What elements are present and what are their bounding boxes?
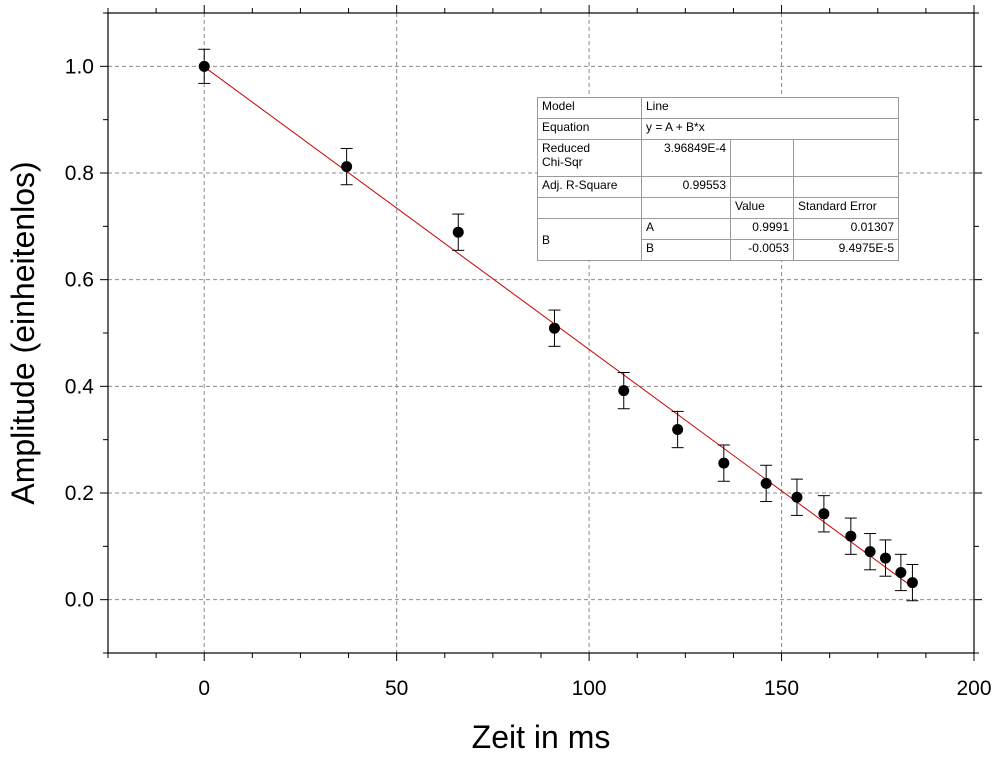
param-b-error: 9.4975E-5: [793, 239, 899, 261]
y-tick-label: 0.8: [65, 162, 94, 185]
equation-label: Equation: [537, 118, 642, 140]
value-header: Value: [730, 197, 794, 219]
y-tick-label: 0.4: [65, 375, 95, 398]
empty-cell: [793, 176, 899, 198]
empty-cell: [793, 139, 899, 177]
data-point: [906, 577, 918, 589]
data-point: [452, 226, 464, 238]
data-point: [198, 60, 210, 72]
group-label: B: [537, 218, 642, 261]
table-row: B -0.0053 9.4975E-5: [538, 239, 899, 261]
y-tick-label: 1.0: [65, 55, 94, 78]
data-point: [760, 477, 772, 489]
table-row: Equation y = A + B*x: [537, 118, 899, 140]
r2-label: Adj. R-Square: [537, 176, 642, 198]
x-axis-title: Zeit in ms: [472, 719, 611, 755]
data-point: [548, 322, 560, 334]
model-value: Line: [641, 97, 899, 119]
model-label: Model: [537, 97, 642, 119]
fit-results-table: Model Line Equation y = A + B*x Reduced C…: [537, 97, 899, 261]
table-row: Adj. R-Square 0.99553: [537, 176, 899, 198]
data-point: [618, 385, 630, 397]
data-point: [845, 530, 857, 542]
y-tick-label: 0.6: [65, 269, 94, 292]
x-tick-label: 50: [385, 677, 408, 700]
axis-ticks: [100, 5, 982, 661]
tick-labels: 0 50 100 150 200 0.0 0.2 0.4 0.6 0.8 1.0: [65, 55, 992, 700]
data-point: [791, 491, 803, 503]
data-point: [718, 457, 730, 469]
stderr-header: Standard Error: [793, 197, 899, 219]
data-point: [672, 424, 684, 436]
data-point: [864, 546, 876, 558]
y-axis-title: Amplitude (einheitenlos): [5, 161, 41, 504]
x-tick-label: 100: [572, 677, 607, 700]
table-row: B A 0.9991 0.01307: [537, 218, 899, 261]
data-point: [818, 508, 830, 520]
param-b-value: -0.0053: [730, 239, 794, 261]
param-b-name: B: [641, 239, 731, 261]
empty-cell: [730, 139, 794, 177]
y-tick-label: 0.2: [65, 482, 94, 505]
x-tick-label: 150: [764, 677, 799, 700]
chisq-value: 3.96849E-4: [641, 139, 731, 177]
param-a-error: 0.01307: [793, 218, 899, 240]
table-row: Value Standard Error: [537, 197, 899, 219]
data-point: [341, 161, 353, 173]
data-points-layer: [198, 48, 919, 602]
y-tick-label: 0.0: [65, 589, 94, 612]
table-row: Reduced Chi-Sqr 3.96849E-4: [537, 139, 899, 177]
empty-cell: [730, 176, 794, 198]
empty-cell: [537, 197, 642, 219]
data-point: [895, 566, 907, 578]
empty-cell: [641, 197, 731, 219]
param-a-value: 0.9991: [730, 218, 794, 240]
equation-value: y = A + B*x: [641, 118, 899, 140]
param-a-name: A: [641, 218, 731, 240]
chisq-label: Reduced Chi-Sqr: [537, 139, 642, 177]
r2-value: 0.99553: [641, 176, 731, 198]
table-row: Model Line: [537, 97, 899, 119]
data-point: [879, 552, 891, 564]
x-tick-label: 200: [956, 677, 991, 700]
x-tick-label: 0: [198, 677, 210, 700]
